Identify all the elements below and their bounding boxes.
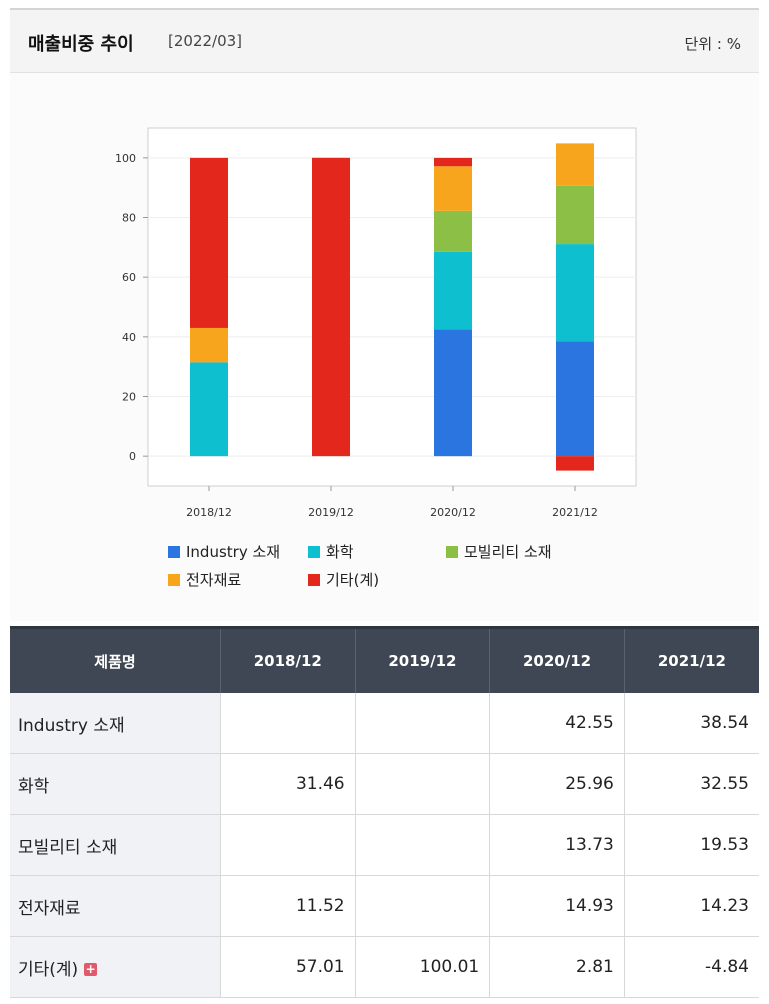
col-header-product: 제품명 <box>10 626 221 693</box>
table-cell: 11.52 <box>220 875 356 937</box>
y-tick-label: 100 <box>115 152 136 165</box>
bar-segment <box>190 157 228 328</box>
panel-header: 매출비중 추이 [2022/03] 단위 : % <box>10 10 759 73</box>
table-cell <box>354 693 490 754</box>
bar-segment <box>556 244 594 342</box>
legend-item[interactable]: 화학 <box>308 541 354 562</box>
table-cell <box>354 814 490 876</box>
legend-swatch <box>168 546 180 558</box>
x-tick-label: 2021/12 <box>552 506 598 519</box>
y-tick-label: 0 <box>129 450 136 463</box>
bar-segment <box>434 251 472 330</box>
x-tick-label: 2020/12 <box>430 506 476 519</box>
col-header: 2019/12 <box>354 626 490 693</box>
bar-segment <box>312 157 350 457</box>
period-label: [2022/03] <box>168 32 243 50</box>
x-tick-label: 2018/12 <box>186 506 232 519</box>
legend-label: Industry 소재 <box>186 543 281 561</box>
table-cell: 14.23 <box>623 875 759 937</box>
bar-segment <box>556 341 594 457</box>
table-cell: 42.55 <box>489 693 625 754</box>
col-header: 2021/12 <box>623 626 759 693</box>
legend-label: 전자재료 <box>186 571 242 589</box>
row-label: 모빌리티 소재 <box>10 814 221 876</box>
x-tick-label: 2019/12 <box>308 506 354 519</box>
table-cell: 19.53 <box>623 814 759 876</box>
table-row: 모빌리티 소재 13.73 19.53 <box>10 814 759 876</box>
y-tick-label: 40 <box>122 331 136 344</box>
table-cell <box>220 814 356 876</box>
y-tick-label: 20 <box>122 391 136 404</box>
table-row: 전자재료 11.52 14.93 14.23 <box>10 875 759 937</box>
legend-swatch <box>308 546 320 558</box>
bar-segment <box>556 143 594 186</box>
plot-area <box>147 127 637 487</box>
legend-label: 모빌리티 소재 <box>464 543 552 561</box>
bar-segment <box>190 327 228 363</box>
legend-label: 기타(계) <box>326 571 380 589</box>
table-cell: 31.46 <box>220 753 356 815</box>
chart-area: 100 80 60 40 20 0 2018/12 2019/12 2020/12 2021/12… <box>10 73 759 621</box>
table-cell: -4.84 <box>623 936 759 998</box>
table-cell <box>354 753 490 815</box>
bar-segment <box>434 157 472 167</box>
table-cell: 100.01 <box>354 936 490 998</box>
table-cell: 14.93 <box>489 875 625 937</box>
col-header: 2020/12 <box>489 626 625 693</box>
legend-item[interactable]: Industry 소재 <box>168 541 280 562</box>
row-label: 화학 <box>10 753 221 815</box>
table-cell: 2.81 <box>489 936 625 998</box>
legend-swatch <box>168 574 180 586</box>
legend-item[interactable]: 기타(계) <box>308 569 379 590</box>
row-label: Industry 소재 <box>10 693 221 754</box>
table-cell <box>354 875 490 937</box>
table-row: 기타(계) +57.01 100.01 2.81 -4.84 <box>10 936 759 998</box>
table-cell: 13.73 <box>489 814 625 876</box>
row-label: 전자재료 <box>10 875 221 937</box>
table-cell: 38.54 <box>623 693 759 754</box>
table-cell <box>220 693 356 754</box>
legend-item[interactable]: 전자재료 <box>168 569 241 590</box>
bar-segment <box>556 456 594 471</box>
row-label: 기타(계) + <box>10 936 221 998</box>
table-cell: 32.55 <box>623 753 759 815</box>
table-cell: 57.01 <box>220 936 356 998</box>
table-cell: 25.96 <box>489 753 625 815</box>
legend-swatch <box>446 546 458 558</box>
plus-icon[interactable]: + <box>84 961 98 976</box>
panel-frame <box>10 8 759 630</box>
table-header-row: 제품명 2018/12 2019/12 2020/12 2021/12 <box>10 626 759 693</box>
unit-label: 단위 : % <box>684 35 741 53</box>
legend-item[interactable]: 모빌리티 소재 <box>446 541 552 562</box>
row-label-text: 화학 <box>18 776 50 797</box>
legend-swatch <box>308 574 320 586</box>
row-label-text: Industry 소재 <box>18 715 125 736</box>
bar-segment <box>434 329 472 457</box>
bar-segment <box>434 210 472 252</box>
table-row: Industry 소재 42.55 38.54 <box>10 693 759 754</box>
y-tick-label: 60 <box>122 271 136 284</box>
row-label-text: 기타(계) <box>18 959 79 980</box>
table-row: 화학 31.46 25.96 32.55 <box>10 753 759 815</box>
stacked-bar-chart: 100 80 60 40 20 0 2018/12 2019/12 2020/12 2021/12 <box>115 127 637 519</box>
row-label-text: 모빌리티 소재 <box>18 837 118 858</box>
row-label-text: 전자재료 <box>18 898 81 919</box>
bar-segment <box>556 185 594 245</box>
y-tick-label: 80 <box>122 212 136 225</box>
sales-share-table: 제품명 2018/12 2019/12 2020/12 2021/12 Indu… <box>10 626 759 998</box>
legend-label: 화학 <box>326 543 354 561</box>
panel-title: 매출비중 추이 <box>28 34 134 55</box>
bar-segment <box>434 166 472 211</box>
bar-segment <box>190 362 228 457</box>
col-header: 2018/12 <box>220 626 356 693</box>
